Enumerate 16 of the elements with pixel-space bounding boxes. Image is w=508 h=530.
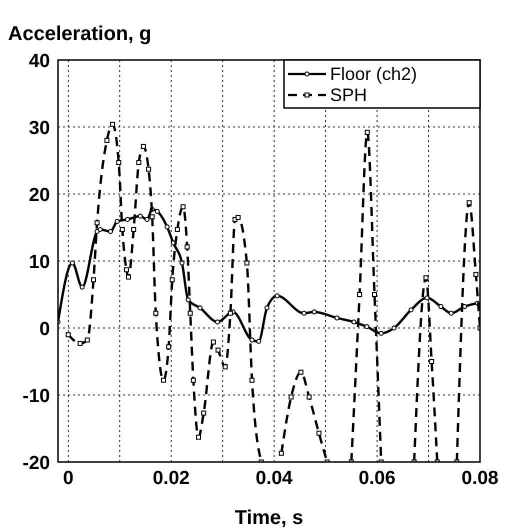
y-tick-label: -10 [22,386,50,407]
legend-label: Floor (ch2) [330,64,418,84]
x-tick-label: 0 [63,468,74,489]
legend-label: SPH [330,85,368,105]
x-tick-label: 0.06 [358,468,396,489]
y-axis-title: Acceleration, g [8,23,152,45]
y-tick-label: 0 [39,319,50,340]
y-tick-label: 20 [28,185,50,206]
y-tick-label: 40 [28,51,50,72]
y-tick-label: 10 [28,252,50,273]
x-axis-title: Time, s [234,507,304,529]
x-tick-label: 0.04 [256,468,294,489]
y-tick-label: -20 [22,453,50,474]
x-tick-label: 0.02 [152,468,190,489]
x-tick-label: 0.08 [462,468,498,489]
y-tick-label: 30 [28,118,50,139]
